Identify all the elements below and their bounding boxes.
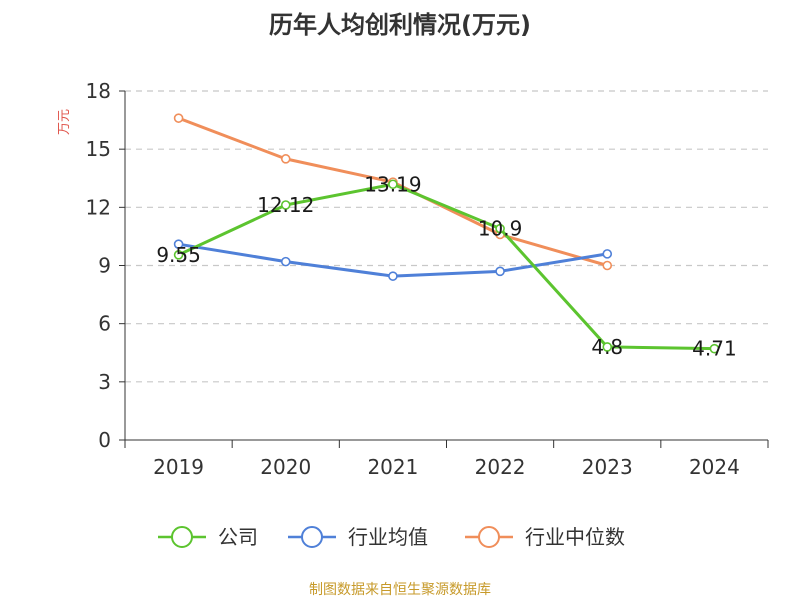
legend-label: 行业中位数	[525, 525, 625, 549]
x-tick-label: 2023	[582, 455, 633, 479]
legend-label: 行业均值	[348, 525, 428, 549]
x-tick-label: 2022	[475, 455, 526, 479]
data-point	[602, 342, 613, 352]
data-label: 10.9	[478, 217, 523, 241]
data-point	[709, 343, 720, 354]
y-axis-label: 万元	[57, 109, 72, 135]
legend-item[interactable]: 行业中位数	[465, 525, 625, 549]
y-tick-label: 9	[98, 254, 111, 278]
legend-marker	[301, 526, 323, 548]
y-tick-label: 18	[86, 79, 111, 103]
x-tick-label: 2019	[153, 455, 204, 479]
data-label: 12.12	[257, 193, 314, 217]
x-tick-label: 2020	[260, 455, 311, 479]
y-tick-label: 6	[98, 312, 111, 336]
data-label: 4.8	[591, 335, 623, 359]
data-point	[388, 271, 398, 281]
data-point	[495, 223, 505, 234]
series-line	[177, 182, 715, 351]
chart-title: 历年人均创利情况(万元)	[269, 11, 531, 39]
data-label: 9.55	[156, 243, 201, 267]
data-point	[173, 239, 184, 249]
y-tick-label: 15	[86, 137, 111, 161]
y-tick-label: 12	[86, 195, 111, 219]
axes: 0 3 6 9 12 15 18 2019 2020 2021 2022 2023 2024	[86, 79, 769, 479]
legend-marker	[171, 526, 193, 548]
data-labels: 9.55 12.12 13.19 10.9 4.8 4.71	[156, 172, 736, 360]
data-point	[173, 113, 184, 123]
x-tick-label: 2021	[367, 455, 418, 479]
x-tick-label: 2024	[689, 455, 740, 479]
y-tick-label: 0	[98, 428, 111, 452]
legend-item[interactable]: 公司	[158, 525, 258, 549]
legend[interactable]: 公司 行业均值 行业中位数	[158, 525, 625, 549]
data-point	[280, 256, 291, 267]
data-point	[388, 179, 398, 190]
data-point	[495, 266, 505, 277]
data-point	[602, 249, 613, 259]
data-label: 13.19	[364, 172, 421, 196]
legend-label: 公司	[218, 525, 258, 549]
source-note: 制图数据来自恒生聚源数据库	[309, 582, 491, 598]
series-lines	[173, 113, 720, 354]
data-point	[280, 200, 291, 210]
data-point	[173, 250, 184, 260]
data-label: 4.71	[692, 337, 737, 361]
data-point	[602, 260, 613, 271]
legend-marker	[478, 526, 500, 548]
y-tick-label: 3	[98, 370, 111, 394]
data-point	[280, 154, 291, 164]
legend-item[interactable]: 行业均值	[288, 525, 428, 549]
